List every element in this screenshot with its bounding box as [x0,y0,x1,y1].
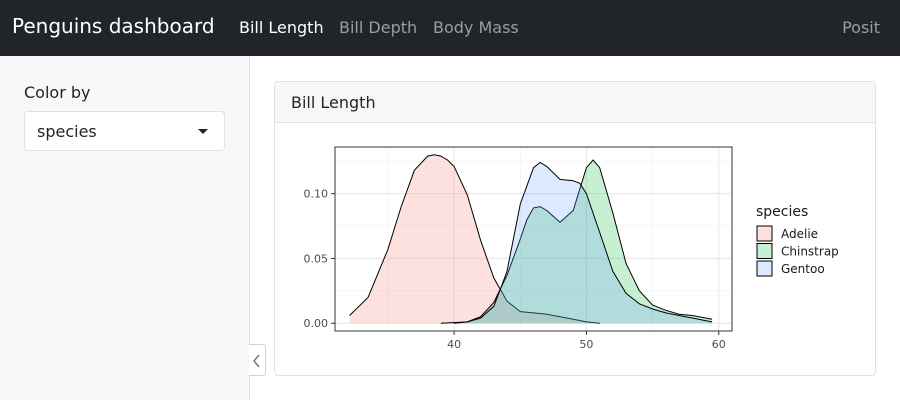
density-area-chinstrap [440,160,713,324]
plot-panel-border [334,146,733,332]
legend-title: species [756,204,808,220]
density-line-adelie [349,154,600,324]
posit-link[interactable]: Posit [842,18,880,37]
legend-label-adelie: Adelie [781,227,818,241]
legend-key-chinstrap [756,243,773,259]
card-header: Bill Length [275,82,875,123]
color-by-select[interactable]: species [24,111,225,151]
legend-key-adelie [756,225,773,242]
tab-bill-length[interactable]: Bill Length [239,18,324,37]
color-by-label: Color by [24,83,91,102]
legend-label-chinstrap: Chinstrap [781,245,839,259]
y-tick-label: 0.10 [304,188,329,201]
density-plot: 0.00 0.05 0.10 40 50 60 species Adelie Chinstrap… [304,146,839,351]
y-tick-label: 0.00 [304,317,329,330]
density-area-gentoo [454,162,713,324]
navbar: Penguins dashboard Bill Length Bill Dept… [0,0,900,56]
tab-bill-depth[interactable]: Bill Depth [339,18,418,37]
legend-key-gentoo [756,260,773,277]
legend-key-bg [757,226,772,241]
sidebar-collapse-button[interactable] [249,344,266,376]
select-value: species [37,122,97,141]
caret-down-icon [198,129,208,134]
x-tick-label: 40 [447,338,461,351]
sidebar: Color by species [0,56,250,400]
legend-key-bg [757,261,772,276]
density-line-gentoo [454,161,713,324]
y-tick-label: 0.05 [304,252,329,265]
density-area-adelie [349,154,600,324]
card-title: Bill Length [291,93,376,112]
tab-body-mass[interactable]: Body Mass [433,18,519,37]
chevron-left-icon [253,354,260,368]
app-title[interactable]: Penguins dashboard [12,14,215,38]
x-tick-label: 60 [712,338,726,351]
legend-label-gentoo: Gentoo [781,262,825,276]
x-tick-label: 50 [579,338,593,351]
plot-panel [335,147,732,331]
density-line-chinstrap [440,159,713,324]
legend-key-bg [757,243,772,259]
